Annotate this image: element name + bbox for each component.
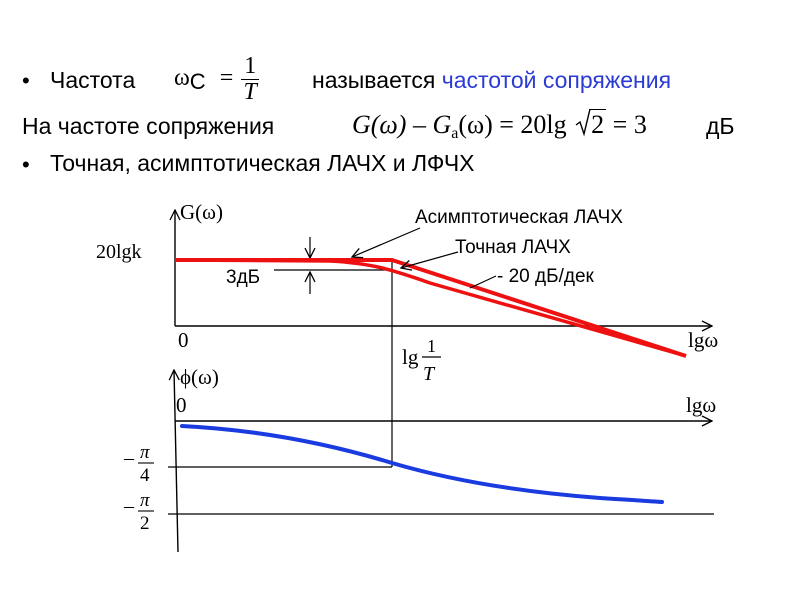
amplitude-x-label: lgω xyxy=(688,328,718,352)
phase-x-label: lgω xyxy=(686,393,716,417)
line1-middle-text: называется xyxy=(312,67,436,93)
slope-pointer xyxy=(469,275,497,289)
formula-left: G(ω) – G xyxy=(352,110,452,139)
pi4-numerator: π xyxy=(140,442,150,463)
sqrt-argument: 2 xyxy=(589,109,607,139)
formula-right: = 3 xyxy=(612,110,647,139)
omega-symbol: ω xyxy=(174,65,190,92)
bullet: • xyxy=(22,68,30,93)
pi4-denominator: 4 xyxy=(140,465,150,486)
line1-prefix: Частота xyxy=(50,67,136,93)
exact-magnitude-curve xyxy=(174,258,687,358)
gain-difference-formula: G(ω) – Ga(ω) = 20lg 2 = 3 xyxy=(352,108,647,143)
phase-axis-label: ϕ(ω) xyxy=(180,365,219,389)
pi2-numerator: π xyxy=(140,490,150,511)
unit-db: дБ xyxy=(706,113,735,139)
phase-curve xyxy=(180,424,664,504)
sqrt-expression: 2 xyxy=(575,108,607,140)
amplitude-level-label: 20lgk xyxy=(96,241,142,263)
line3-text: Точная, асимптотическая ЛАЧХ и ЛФЧХ xyxy=(50,150,475,176)
pi2-sign: – xyxy=(123,495,135,517)
exact-label: Точная ЛАЧХ xyxy=(455,237,571,258)
line2-prefix: На частоте сопряжения xyxy=(22,113,275,139)
asymptotic-label: Асимптотическая ЛАЧХ xyxy=(415,207,623,228)
asymptotic-pointer xyxy=(352,227,421,257)
corner-fraction-numerator: 1 xyxy=(427,336,436,356)
amplitude-origin-label: 0 xyxy=(178,328,189,352)
corner-fraction-denominator: T xyxy=(423,363,436,385)
formula-mid: (ω) = 20lg xyxy=(458,110,567,139)
equals-sign: = xyxy=(219,65,234,92)
line1-middle: называется частотой сопряжения xyxy=(312,67,671,94)
phase-origin-label: 0 xyxy=(176,393,187,417)
omega-subscript: C xyxy=(189,69,206,95)
cutoff-frequency-formula: ωC = 1 T xyxy=(174,53,260,106)
amplitude-axis-label: G(ω) xyxy=(180,200,223,224)
fraction-denominator: T xyxy=(243,79,257,106)
sqrt-symbol xyxy=(575,108,591,137)
pi2-denominator: 2 xyxy=(140,513,150,534)
gap-label: 3дБ xyxy=(226,267,260,288)
lg-label: lg xyxy=(402,345,419,369)
exact-pointer xyxy=(401,251,459,268)
fraction-numerator: 1 xyxy=(241,53,260,81)
highlight-term: частотой сопряжения xyxy=(441,67,672,93)
slope-label: - 20 дБ/дек xyxy=(497,266,595,287)
phase-y-axis xyxy=(174,370,178,553)
bullet: • xyxy=(22,152,30,177)
formula-subscript: a xyxy=(451,125,459,142)
pi4-sign: – xyxy=(123,447,135,469)
